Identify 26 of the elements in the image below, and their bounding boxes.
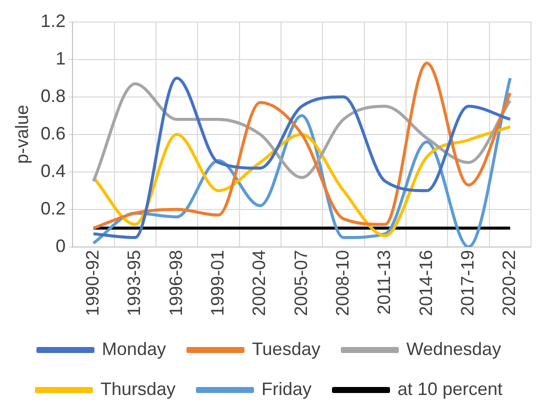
x-tick-label: 1993-95: [124, 250, 144, 316]
x-tick-label: 2017-19: [457, 250, 478, 316]
x-tick-label: 2002-04: [249, 250, 270, 316]
legend-label: Monday: [102, 338, 166, 359]
x-tick-label: 1996-98: [166, 250, 186, 316]
legend-label: Wednesday: [406, 338, 502, 359]
x-tick-label: 2008-10: [332, 250, 352, 316]
x-tick-label: 1990-92: [82, 250, 102, 316]
x-tick-label: 2005-07: [290, 250, 311, 316]
legend-label: Friday: [261, 378, 312, 399]
x-tick-label: 2011-13: [374, 250, 394, 315]
y-tick-label: 1.2: [40, 10, 66, 31]
y-tick-label: 1: [56, 48, 66, 68]
x-tick-label: 2020-22: [499, 250, 520, 316]
y-axis-title: p-value: [12, 104, 32, 164]
y-tick-label: 0: [56, 236, 66, 256]
y-tick-label: 0.6: [40, 123, 66, 144]
legend-label: Tuesday: [252, 338, 320, 359]
legend-label: at 10 percent: [397, 378, 503, 399]
legend-label: Thursday: [100, 378, 176, 399]
y-tick-label: 0.2: [40, 198, 66, 218]
line-series: [92, 82, 512, 183]
y-tick-label: 0.4: [40, 160, 66, 181]
y-tick-label: 0.8: [40, 86, 66, 106]
x-tick-label: 1999-01: [207, 250, 228, 316]
x-tick-label: 2014-16: [416, 250, 436, 316]
